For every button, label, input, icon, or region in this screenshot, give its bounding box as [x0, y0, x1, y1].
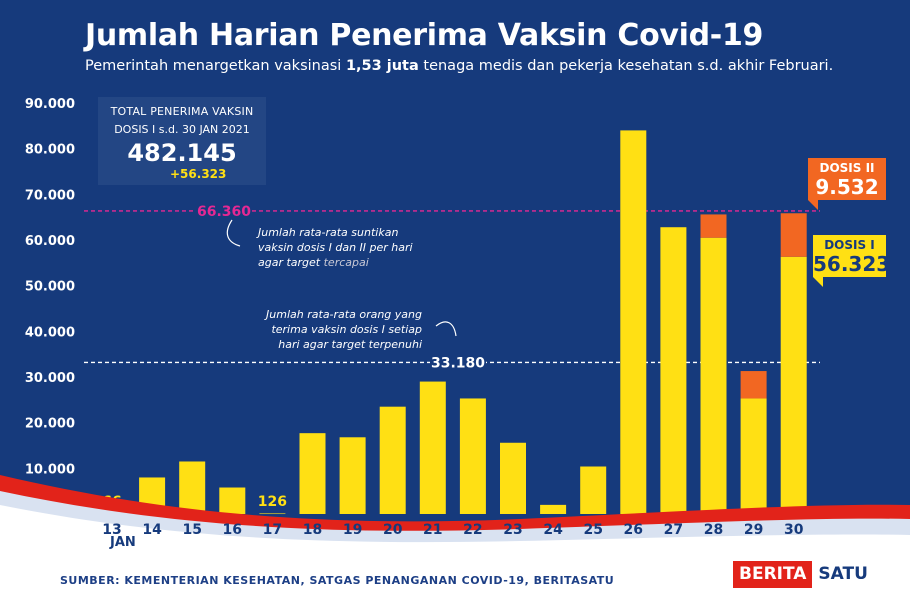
- bar-dose1-28: [700, 237, 727, 514]
- bar-dose2-28: [700, 214, 727, 238]
- dose2-callout: DOSIS II 9.532: [808, 158, 886, 200]
- bars: [99, 130, 807, 515]
- x-tick-label: 18: [303, 522, 322, 538]
- reference-label-bg-0: [196, 201, 252, 220]
- x-tick-label: 16: [223, 522, 242, 538]
- y-tick-label: 60.000: [25, 234, 75, 249]
- dose2-callout-tail: [808, 200, 818, 210]
- bar-dose1-16: [219, 487, 246, 514]
- chart-title: Jumlah Harian Penerima Vaksin Covid-19: [85, 18, 764, 53]
- x-tick-label: 14: [142, 522, 162, 538]
- bar-dose2-29: [740, 371, 767, 399]
- x-tick-label: 21: [423, 522, 442, 538]
- reference-note-line: hari agar target terpenuhi: [278, 338, 422, 351]
- brand-logo: BERITA SATU: [733, 561, 874, 588]
- bar-dose1-27: [660, 227, 687, 515]
- bar-dose1-25: [580, 466, 607, 514]
- reference-arrow-0: [226, 219, 241, 247]
- y-tick-label: 10.000: [25, 462, 75, 477]
- x-axis-month-label: JAN: [109, 535, 136, 550]
- x-tick-label: 22: [463, 522, 482, 538]
- reference-note-part: agar target: [258, 256, 321, 269]
- bar-dose1-29: [740, 398, 767, 514]
- bar-dose1-30: [780, 256, 807, 514]
- bar-dose2-30: [780, 213, 807, 257]
- bar-dose1-19: [339, 437, 366, 514]
- reference-lines: 66.360 Jumlah rata-rata suntikan vaksin do…: [84, 201, 820, 372]
- bar-dose1-15: [179, 461, 206, 514]
- reference-note-line: Jumlah rata-rata orang yang: [264, 308, 422, 321]
- y-tick-label: 70.000: [25, 188, 75, 203]
- x-tick-label: 27: [664, 522, 683, 538]
- reference-note-line: terima vaksin dosis I setiap: [271, 323, 422, 336]
- y-tick-label: 90.000: [25, 97, 75, 112]
- reference-note-line: Jumlah rata-rata suntikan: [256, 226, 398, 239]
- dose2-callout-value: 9.532: [815, 175, 879, 199]
- bar-dose1-21: [419, 381, 446, 514]
- x-tick-label: 29: [744, 522, 763, 538]
- bar-dose1-17: [259, 513, 286, 515]
- bar-dose1-24: [540, 504, 567, 514]
- x-tick-label: 24: [543, 522, 563, 538]
- reference-line-label: 33.180: [431, 355, 485, 371]
- y-tick-label: 20.000: [25, 417, 75, 432]
- x-tick-label: 13: [102, 522, 121, 538]
- x-tick-label: 26: [624, 522, 643, 538]
- x-tick-label: 23: [503, 522, 522, 538]
- dose1-callout-value: 56.323: [813, 252, 891, 276]
- y-axis-ticks: 010.00020.00030.00040.00050.00060.00070.…: [25, 97, 75, 523]
- subtitle-target: 1,53 juta: [345, 58, 419, 74]
- bar-dose1-23: [500, 442, 526, 514]
- x-tick-label: 20: [383, 522, 403, 538]
- reference-note-line: agar target tercapai: [258, 256, 369, 269]
- brand-logo-part2: SATU: [812, 561, 874, 588]
- total-box-date: DOSIS I s.d. 30 JAN 2021: [114, 123, 250, 136]
- reference-note-part: hari agar target terpenuhi: [278, 338, 422, 351]
- bar-data-label: 126: [258, 494, 287, 510]
- dose1-callout-tail: [813, 277, 823, 287]
- x-tick-label: 19: [343, 522, 362, 538]
- wave-white-base: [0, 505, 910, 607]
- reference-label-bg-1: [430, 353, 486, 372]
- y-tick-label: 80.000: [25, 143, 75, 158]
- chart-subtitle: Pemerintah menargetkan vaksinasi 1,53 ju…: [85, 58, 833, 74]
- y-tick-label: 50.000: [25, 280, 75, 295]
- reference-line-label: 66.360: [197, 204, 251, 220]
- footer-wave: [0, 475, 910, 607]
- source-note: SUMBER: KEMENTERIAN KESEHATAN, SATGAS PE…: [60, 574, 615, 587]
- x-tick-label: 15: [182, 522, 201, 538]
- x-tick-label: 30: [784, 522, 804, 538]
- total-recipients-box: TOTAL PENERIMA VAKSIN DOSIS I s.d. 30 JA…: [98, 97, 266, 185]
- total-box-increase: +56.323: [170, 167, 227, 181]
- dose1-callout: DOSIS I 56.323: [813, 235, 891, 277]
- dose1-callout-label: DOSIS I: [824, 238, 875, 252]
- bar-dose1-26: [620, 130, 647, 514]
- x-tick-label: 25: [583, 522, 602, 538]
- x-tick-label: 17: [263, 522, 282, 538]
- bar-dose1-18: [299, 433, 326, 514]
- total-box-value: 482.145: [127, 139, 237, 167]
- dose2-callout-label: DOSIS II: [819, 161, 875, 175]
- y-tick-label: 30.000: [25, 371, 75, 386]
- bar-dose1-20: [379, 406, 406, 514]
- x-tick-label: 28: [704, 522, 723, 538]
- total-box-label: TOTAL PENERIMA VAKSIN: [110, 105, 254, 118]
- bar-dose1-22: [459, 398, 486, 514]
- reference-note-line: vaksin dosis I dan II per hari: [258, 241, 413, 254]
- subtitle-post: tenaga medis dan pekerja kesehatan s.d. …: [418, 58, 834, 74]
- reference-note-part: tercapai: [320, 256, 369, 269]
- subtitle-pre: Pemerintah menargetkan vaksinasi: [85, 58, 346, 74]
- y-tick-label: 40.000: [25, 325, 75, 340]
- x-axis-labels: 13 14 15 16 17 18 19 20 21 22 23 24 25 26 27 28 29 30: [102, 522, 803, 538]
- reference-arrow-1: [435, 321, 457, 337]
- brand-logo-part1: BERITA: [733, 561, 813, 588]
